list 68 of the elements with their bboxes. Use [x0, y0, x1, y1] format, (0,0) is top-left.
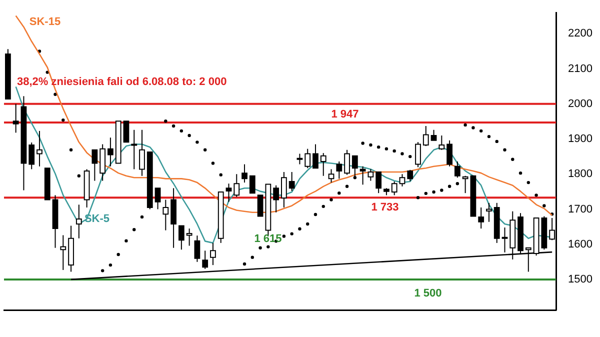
point: [542, 204, 546, 208]
point: [298, 227, 302, 230]
point: [172, 124, 176, 128]
y-tick-label: 1900: [568, 133, 592, 146]
point: [77, 174, 81, 178]
point: [408, 154, 412, 158]
point: [448, 184, 452, 188]
point: [479, 129, 483, 133]
point: [518, 171, 522, 175]
point: [140, 215, 144, 219]
point: [211, 162, 215, 165]
point: [424, 192, 428, 196]
point: [487, 134, 491, 138]
point: [180, 129, 184, 133]
point: [116, 252, 120, 256]
series-label: SK-5: [84, 213, 110, 226]
point: [534, 194, 538, 197]
ref-line-label: 1 947: [331, 108, 359, 121]
point: [416, 196, 420, 200]
y-tick-label: 1600: [568, 238, 592, 250]
series-label: SK-15: [29, 16, 61, 28]
point: [100, 269, 104, 272]
annotation: 1 615: [254, 233, 282, 246]
point: [440, 188, 444, 192]
point: [384, 147, 388, 150]
point: [503, 148, 506, 152]
point: [376, 145, 380, 149]
point: [266, 245, 270, 248]
point: [196, 140, 199, 144]
point: [108, 263, 112, 267]
point: [132, 228, 136, 232]
point: [330, 198, 333, 202]
point: [400, 152, 404, 156]
point: [306, 222, 310, 226]
point: [203, 148, 207, 152]
point: [164, 119, 168, 123]
y-tick-label: 2100: [568, 62, 592, 75]
y-tick-label: 1700: [568, 203, 592, 216]
point: [62, 118, 65, 122]
point: [219, 173, 222, 176]
point: [242, 262, 246, 266]
point: [188, 134, 191, 138]
point: [290, 232, 294, 236]
point: [392, 149, 396, 153]
point: [338, 191, 341, 195]
point: [526, 180, 530, 184]
ref-line-label: 1 500: [414, 287, 442, 300]
point: [258, 246, 262, 250]
point: [69, 148, 73, 152]
point: [456, 182, 460, 186]
y-tick-label: 1500: [568, 273, 592, 286]
point: [361, 142, 364, 145]
point: [282, 234, 286, 238]
y-tick-label: 1800: [568, 168, 592, 180]
point: [472, 126, 475, 130]
point: [464, 123, 467, 127]
y-tick-label: 2000: [568, 98, 592, 110]
point: [345, 184, 349, 188]
point: [511, 158, 514, 161]
point: [322, 204, 325, 208]
point: [369, 143, 372, 147]
point: [314, 212, 318, 216]
point: [432, 190, 436, 194]
ref-line-label: 1 733: [371, 202, 399, 214]
y-tick-label: 2200: [568, 28, 592, 40]
point: [495, 140, 498, 144]
point: [250, 256, 254, 259]
point: [124, 239, 128, 242]
